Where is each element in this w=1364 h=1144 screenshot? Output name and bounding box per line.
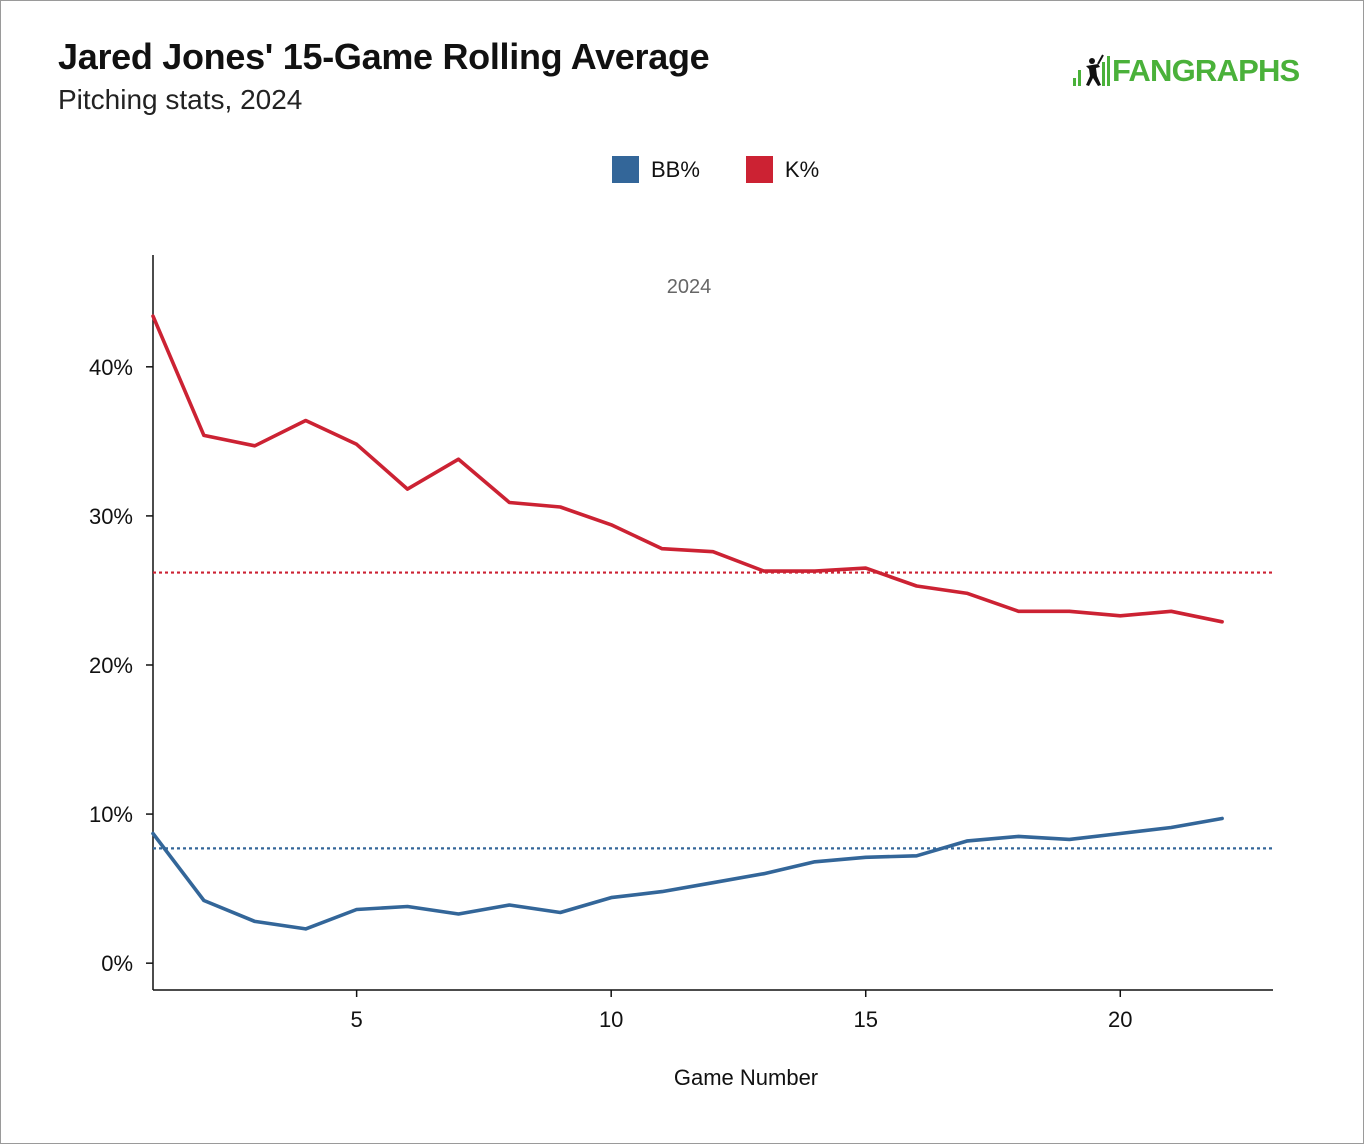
panel-label: 2024 xyxy=(667,276,712,298)
axes: 0% 10% 20% 30% 40% 5 10 15 20 xyxy=(89,255,1273,1032)
x-tick-label: 10 xyxy=(599,1007,623,1032)
series-line-bb xyxy=(151,816,1224,931)
chart-title: Jared Jones' 15-Game Rolling Average xyxy=(58,36,710,77)
legend-item-bb: BB% xyxy=(612,156,700,183)
y-tick-label: 0% xyxy=(101,951,133,976)
y-tick-label: 10% xyxy=(89,802,133,827)
x-axis-title: Game Number xyxy=(674,1065,818,1090)
y-tick-label: 20% xyxy=(89,653,133,678)
legend: BB% K% xyxy=(612,156,865,183)
series-lines xyxy=(151,314,1224,931)
fangraphs-logo: FANGRAPHS xyxy=(1072,52,1300,88)
legend-swatch-bb xyxy=(612,156,639,183)
y-tick-label: 30% xyxy=(89,504,133,529)
legend-label-bb: BB% xyxy=(651,156,700,182)
x-tick-label: 15 xyxy=(853,1007,877,1032)
reference-lines xyxy=(153,571,1273,850)
x-tick-label: 5 xyxy=(351,1007,363,1032)
x-tick-label: 20 xyxy=(1108,1007,1132,1032)
series-line-k xyxy=(151,314,1224,624)
legend-swatch-k xyxy=(745,156,773,183)
fangraphs-logo-icon xyxy=(1073,54,1110,86)
chart-subtitle: Pitching stats, 2024 xyxy=(58,84,303,115)
y-tick-label: 40% xyxy=(89,355,133,380)
logo-text: FANGRAPHS xyxy=(1112,53,1300,88)
legend-label-k: K% xyxy=(784,156,820,182)
legend-item-k: K% xyxy=(745,156,820,183)
